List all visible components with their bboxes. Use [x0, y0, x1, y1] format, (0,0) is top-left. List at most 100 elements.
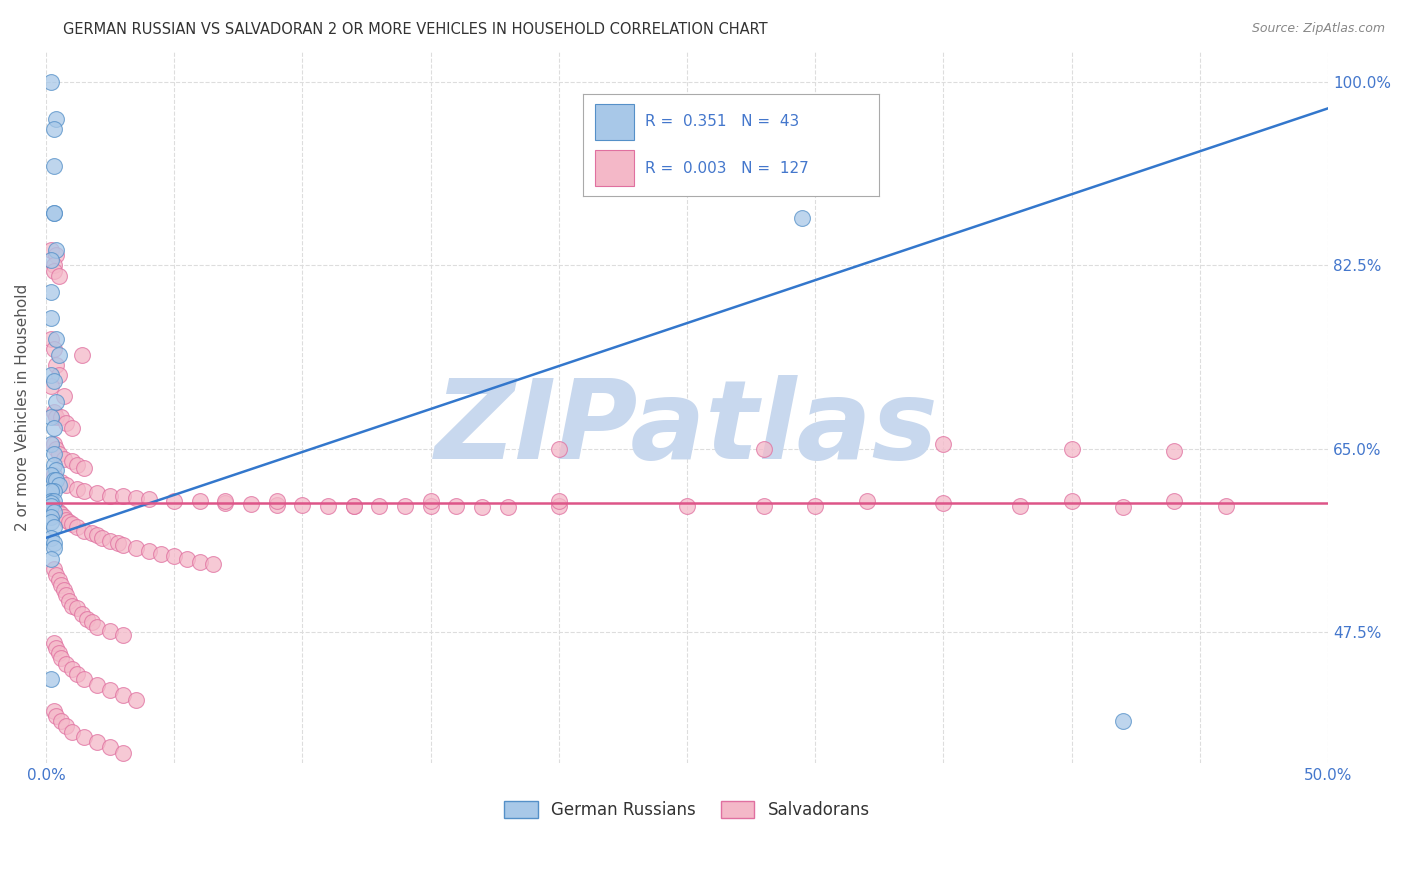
Point [60, 662, 83, 676]
Point [48, 347, 70, 361]
Point [98, 489, 121, 503]
Point [48, 268, 70, 283]
Point [792, 211, 814, 226]
Point [45, 410, 67, 425]
Point [1060, 442, 1083, 456]
Point [48, 646, 70, 660]
Point [45, 332, 67, 346]
Point [42, 122, 65, 136]
Point [125, 693, 148, 707]
Point [58, 515, 80, 529]
Point [55, 416, 77, 430]
Point [471, 500, 494, 515]
Point [66, 667, 89, 681]
Point [188, 494, 211, 508]
Point [855, 494, 877, 508]
Point [42, 259, 65, 273]
Point [42, 405, 65, 419]
Point [368, 500, 391, 514]
Point [39, 285, 62, 299]
Point [45, 640, 67, 655]
Point [66, 601, 89, 615]
Point [52, 389, 75, 403]
Point [42, 635, 65, 649]
Point [76, 611, 98, 625]
Point [48, 368, 70, 383]
Point [91, 531, 114, 545]
Point [111, 538, 134, 552]
Point [150, 547, 173, 561]
Point [42, 436, 65, 450]
Point [60, 454, 83, 468]
Point [45, 248, 67, 262]
Point [51, 651, 73, 665]
Point [1112, 714, 1135, 729]
Text: GERMAN RUSSIAN VS SALVADORAN 2 OR MORE VEHICLES IN HOUSEHOLD CORRELATION CHART: GERMAN RUSSIAN VS SALVADORAN 2 OR MORE V… [63, 22, 768, 37]
Point [66, 458, 89, 472]
Point [39, 510, 62, 524]
Point [58, 593, 80, 607]
Point [752, 500, 775, 514]
Point [394, 500, 416, 514]
Point [98, 624, 121, 639]
Point [82, 615, 104, 629]
Point [55, 719, 77, 733]
Point [45, 243, 67, 257]
Point [82, 525, 104, 540]
Point [42, 206, 65, 220]
Point [42, 447, 65, 461]
Point [39, 253, 62, 268]
Point [66, 520, 89, 534]
Point [547, 442, 569, 456]
Point [266, 499, 288, 513]
Point [45, 567, 67, 582]
Text: Source: ZipAtlas.com: Source: ZipAtlas.com [1251, 22, 1385, 36]
Point [125, 541, 148, 556]
Point [42, 505, 65, 519]
Point [39, 500, 62, 514]
Point [343, 500, 366, 514]
Point [45, 473, 67, 487]
Point [547, 500, 569, 514]
Point [55, 657, 77, 671]
Point [52, 510, 75, 524]
Point [419, 494, 441, 508]
Point [163, 494, 186, 508]
Point [42, 536, 65, 550]
Point [39, 410, 62, 425]
Point [138, 544, 160, 558]
Point [51, 578, 73, 592]
Point [42, 374, 65, 388]
Point [45, 358, 67, 372]
Point [39, 494, 62, 508]
Point [55, 478, 77, 492]
Point [52, 452, 75, 467]
Point [39, 673, 62, 687]
Point [752, 442, 775, 456]
Point [496, 500, 519, 515]
Point [42, 263, 65, 277]
Point [39, 436, 62, 450]
Point [39, 483, 62, 498]
Point [1112, 500, 1135, 515]
Point [42, 468, 65, 483]
Point [45, 442, 67, 456]
Point [1215, 500, 1237, 514]
Point [48, 573, 70, 587]
Text: R =  0.003   N =  127: R = 0.003 N = 127 [645, 161, 810, 176]
Point [51, 475, 73, 490]
Point [39, 368, 62, 383]
Point [1163, 494, 1185, 508]
Point [98, 740, 121, 755]
Point [66, 482, 89, 496]
Point [39, 551, 62, 566]
Point [42, 421, 65, 435]
Point [42, 541, 65, 556]
Point [42, 206, 65, 220]
Point [343, 500, 366, 514]
Point [73, 730, 96, 744]
Point [111, 746, 134, 760]
Point [73, 673, 96, 687]
Point [42, 473, 65, 487]
Point [42, 562, 65, 576]
